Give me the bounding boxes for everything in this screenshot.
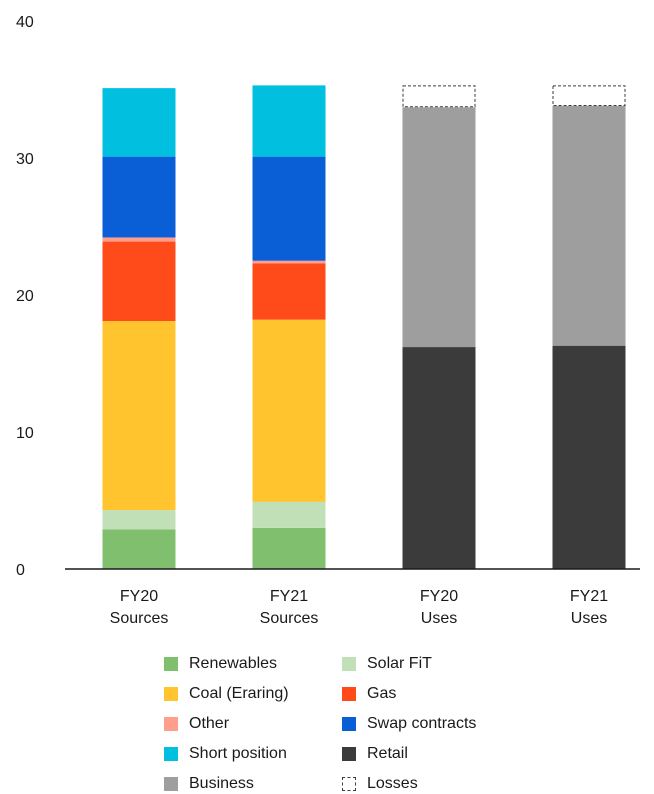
bar-segment-renewables bbox=[252, 527, 326, 569]
legend-item-losses: Losses bbox=[342, 774, 520, 794]
legend-swatch bbox=[164, 657, 178, 671]
legend-swatch bbox=[342, 717, 356, 731]
legend-item-short: Short position bbox=[164, 744, 342, 764]
bar-segment-losses bbox=[552, 85, 626, 106]
legend-label: Other bbox=[189, 715, 230, 732]
x-tick-label: Uses bbox=[421, 610, 457, 627]
bar-segment-coal bbox=[102, 321, 176, 511]
x-tick-label: FY20 bbox=[120, 588, 158, 605]
legend-label: Solar FiT bbox=[367, 655, 432, 672]
legend-swatch bbox=[342, 777, 356, 791]
legend-label: Coal (Eraring) bbox=[189, 685, 289, 702]
x-axis-labels: FY20 Sources FY21 Sources FY20 Uses FY21 Uses bbox=[110, 588, 609, 627]
bar-segment-business bbox=[402, 107, 476, 348]
bar-segment-retail bbox=[552, 345, 626, 569]
bar-segment-renewables bbox=[102, 529, 176, 569]
legend-label: Short position bbox=[189, 745, 287, 762]
legend-swatch bbox=[164, 777, 178, 791]
y-axis-ticks: 0 10 20 30 40 bbox=[16, 14, 34, 579]
legend-swatch bbox=[342, 657, 356, 671]
x-tick-label: Uses bbox=[571, 610, 607, 627]
x-tick-label: FY21 bbox=[570, 588, 608, 605]
y-tick-label: 40 bbox=[16, 14, 34, 31]
x-tick-label: Sources bbox=[260, 610, 319, 627]
x-tick-label: FY21 bbox=[270, 588, 308, 605]
legend-item-business: Business bbox=[164, 774, 342, 794]
x-tick-label: FY20 bbox=[420, 588, 458, 605]
y-tick-label: 30 bbox=[16, 151, 34, 168]
legend-label: Gas bbox=[367, 685, 397, 702]
bar-segment-other bbox=[252, 260, 326, 264]
legend-label: Business bbox=[189, 775, 254, 792]
bar-segment-short bbox=[102, 88, 176, 157]
x-tick-label: Sources bbox=[110, 610, 169, 627]
bar-segment-solar_fit bbox=[102, 510, 176, 530]
bar-segment-solar_fit bbox=[252, 501, 326, 528]
bar-segment-gas bbox=[102, 241, 176, 322]
legend: Renewables Solar FiT Coal (Eraring) Gas Othe… bbox=[164, 654, 524, 794]
legend-item-retail: Retail bbox=[342, 744, 520, 764]
legend-swatch bbox=[164, 747, 178, 761]
y-tick-label: 0 bbox=[16, 562, 25, 579]
bar-segment-swap bbox=[252, 156, 326, 261]
legend-swatch bbox=[342, 747, 356, 761]
legend-label: Renewables bbox=[189, 655, 278, 672]
bar-segment-swap bbox=[102, 156, 176, 238]
legend-item-gas: Gas bbox=[342, 684, 520, 704]
legend-label: Swap contracts bbox=[367, 715, 477, 732]
bar-segment-other bbox=[102, 237, 176, 242]
legend-item-coal: Coal (Eraring) bbox=[164, 684, 342, 704]
y-tick-label: 20 bbox=[16, 288, 34, 305]
legend-item-solar_fit: Solar FiT bbox=[342, 654, 520, 674]
bar-segment-short bbox=[252, 85, 326, 157]
legend-item-renewables: Renewables bbox=[164, 654, 342, 674]
bar-segment-gas bbox=[252, 263, 326, 320]
legend-item-other: Other bbox=[164, 714, 342, 734]
bar-segment-business bbox=[552, 105, 626, 346]
bar-segment-losses bbox=[402, 85, 476, 108]
legend-label: Retail bbox=[367, 745, 408, 762]
bar-segment-coal bbox=[252, 319, 326, 502]
legend-swatch bbox=[164, 687, 178, 701]
bar-segment-retail bbox=[402, 347, 476, 569]
legend-item-swap: Swap contracts bbox=[342, 714, 520, 734]
legend-swatch bbox=[164, 717, 178, 731]
legend-label: Losses bbox=[367, 775, 418, 792]
legend-swatch bbox=[342, 687, 356, 701]
stacked-bar-chart: 0 10 20 30 40 FY20 Sources FY21 Sources FY20 Uses… bbox=[16, 14, 640, 627]
y-tick-label: 10 bbox=[16, 425, 34, 442]
bars bbox=[102, 85, 626, 569]
